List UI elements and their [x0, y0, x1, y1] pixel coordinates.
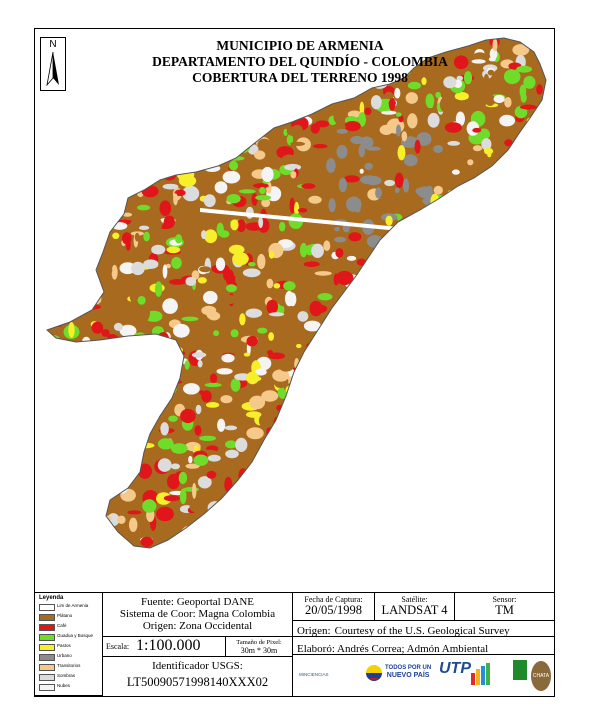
legend-swatch	[39, 634, 55, 641]
pixel-size-box: Tamaño de Pixel: 30m * 30m	[226, 637, 293, 657]
origin-box: Origen: Courtesy of the U.S. Geological …	[293, 621, 554, 637]
capture-date-box: Fecha de Captura: 20/05/1998	[293, 593, 375, 621]
logo-green-shield-icon	[513, 660, 527, 680]
logo-minciencias: MINCIENCIAS	[299, 672, 329, 677]
fuente-text: Fuente: Geoportal DANE	[140, 596, 255, 608]
logo-colombia-icon	[365, 664, 383, 682]
legend-swatch	[39, 644, 55, 651]
legend-swatch	[39, 674, 55, 681]
capture-date-value: 20/05/1998	[305, 603, 362, 617]
legend-label: Nubes	[57, 683, 71, 688]
map-title-line3: COBERTURA DEL TERRENO 1998	[192, 70, 408, 85]
capture-date-label: Fecha de Captura:	[304, 595, 363, 604]
logos-box: MINCIENCIAS TODOS POR UN NUEVO PAÍS UTP …	[293, 655, 554, 696]
sensor-value: TM	[495, 603, 514, 617]
scale-label: Escala:	[106, 642, 130, 651]
legend-swatch	[39, 614, 55, 621]
logo-nuevo-pais-line1: TODOS POR UN	[385, 665, 432, 671]
scale-box: Escala: 1:100.000	[103, 637, 226, 657]
logo-university-bars-icon	[471, 663, 511, 685]
map-title-line1: MUNICIPIO DE ARMENIA	[216, 38, 384, 53]
logo-chata: CHATA	[531, 661, 551, 691]
pixel-size-value: 30m * 30m	[240, 646, 278, 655]
legend-swatch	[39, 664, 55, 671]
legend-swatch	[39, 684, 55, 691]
legend-label: Lim de Armenia	[57, 603, 89, 608]
legend-swatch	[39, 624, 55, 631]
author-text: Elaboró: Andrés Correa; Admón Ambiental	[297, 643, 489, 655]
identifier-value: LT50090571998140XXX02	[126, 675, 269, 689]
legend-label: Sombras	[57, 673, 76, 678]
info-panel: Leyenda Lim de Armenia Plátano Café Guadua …	[34, 592, 555, 697]
pixel-size-label: Tamaño de Pixel:	[236, 639, 282, 646]
satellite-value: LANDSAT 4	[381, 603, 448, 617]
origin-value: Courtesy of the U.S. Geological Survey	[334, 625, 510, 637]
map-title-line2: DEPARTAMENTO DEL QUINDÍO - COLOMBIA	[152, 54, 448, 69]
logo-nuevo-pais: TODOS POR UN NUEVO PAÍS	[385, 665, 431, 679]
origen-zona-text: Origen: Zona Occidental	[142, 620, 253, 632]
legend-box: Leyenda Lim de Armenia Plátano Café Guadua …	[35, 593, 103, 696]
legend-label: Café	[57, 623, 67, 628]
author-box: Elaboró: Andrés Correa; Admón Ambiental	[293, 637, 554, 655]
north-arrow-icon	[46, 52, 59, 86]
source-box: Fuente: Geoportal DANE Sistema de Coor: …	[103, 593, 293, 637]
legend-swatch	[39, 654, 55, 661]
north-label: N	[49, 39, 57, 50]
origin-label: Origen:	[297, 625, 331, 637]
legend-swatch	[39, 604, 55, 611]
satellite-box: Satélite: LANDSAT 4	[375, 593, 455, 621]
identifier-box: Identificador USGS: LT50090571998140XXX0…	[103, 657, 293, 696]
legend-label: Plátano	[57, 613, 73, 618]
sensor-box: Sensor: TM	[455, 593, 554, 621]
sensor-label: Sensor:	[492, 595, 517, 604]
legend-label: Urbano	[57, 653, 72, 658]
logo-utp: UTP	[439, 660, 471, 677]
scale-value: 1:100.000	[136, 637, 201, 654]
north-arrow: N	[40, 37, 66, 91]
land-cover-map	[46, 37, 547, 549]
logo-nuevo-pais-line2: NUEVO PAÍS	[386, 672, 430, 679]
legend-label: Pastos	[57, 643, 71, 648]
sistema-text: Sistema de Coor: Magna Colombia	[119, 608, 276, 620]
identifier-label: Identificador USGS:	[152, 660, 243, 672]
satellite-label: Satélite:	[401, 595, 428, 604]
legend-label: Transitorios	[57, 663, 81, 668]
legend-label: Guadua y Bosque	[57, 633, 94, 638]
legend-title: Leyenda	[39, 595, 64, 601]
